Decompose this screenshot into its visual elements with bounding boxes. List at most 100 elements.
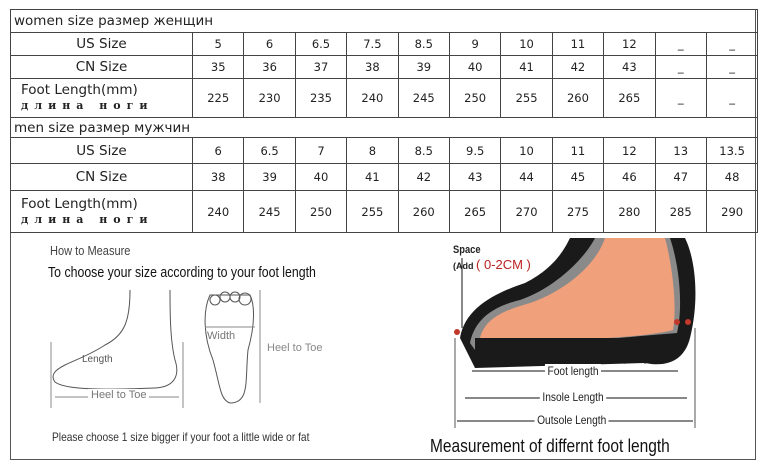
size-cell: 265 <box>448 190 502 233</box>
size-cell: 275 <box>551 190 605 233</box>
foot-length-label-ru: длина ноги <box>21 212 154 226</box>
size-cell: 265 <box>603 78 656 118</box>
size-cell: 6.5 <box>294 32 348 56</box>
size-cell: 290 <box>705 190 759 233</box>
size-cell: 36 <box>243 55 296 79</box>
men-foot-row: Foot Length(mm) длина ноги 240 245 250 255 260… <box>10 190 759 233</box>
size-cell: 37 <box>294 55 348 79</box>
size-cell: 43 <box>603 55 656 79</box>
size-cell: 43 <box>448 163 502 191</box>
size-cell: 285 <box>654 190 707 233</box>
size-cell: 11 <box>551 137 605 164</box>
size-cell: 48 <box>705 163 759 191</box>
size-cell: 6 <box>243 32 296 56</box>
size-cell: 44 <box>500 163 553 191</box>
size-cell: _ <box>705 55 759 79</box>
size-cell: 260 <box>397 190 450 233</box>
size-cell: 40 <box>294 163 348 191</box>
women-cn-row: CN Size 35 36 37 38 39 40 41 42 43 _ _ <box>10 55 759 79</box>
women-foot-row: Foot Length(mm) длина ноги 225 230 235 240 245… <box>10 78 759 118</box>
size-cell: 8 <box>346 137 399 164</box>
size-cell: 12 <box>603 32 656 56</box>
size-cell: 8.5 <box>397 32 450 56</box>
size-cell: 47 <box>654 163 707 191</box>
size-cell: 5 <box>191 32 245 56</box>
size-cell: 42 <box>397 163 450 191</box>
width-label: Width <box>207 330 236 342</box>
size-cell: 235 <box>294 78 348 118</box>
outsole-length-label: Outsole Length <box>534 413 609 427</box>
size-cell: 270 <box>500 190 553 233</box>
row-label: CN Size <box>10 55 193 79</box>
size-cell: 255 <box>500 78 553 118</box>
foot-length-label-ru: длина ноги <box>21 99 154 112</box>
diagram-caption: Measurement of differnt foot length <box>430 436 670 456</box>
size-cell: 6 <box>191 137 245 164</box>
size-cell: 245 <box>243 190 296 233</box>
size-cell: 225 <box>191 78 245 118</box>
size-cell: 240 <box>346 78 399 118</box>
size-cell: 9 <box>448 32 502 56</box>
size-cell: 41 <box>346 163 399 191</box>
size-cell: 41 <box>500 55 553 79</box>
row-label: Foot Length(mm) длина ноги <box>10 190 193 233</box>
size-cell: 11 <box>551 32 605 56</box>
size-cell: _ <box>654 32 707 56</box>
women-title: women size размер женщин <box>9 9 759 33</box>
size-cell: 8.5 <box>397 137 450 164</box>
size-cell: 39 <box>397 55 450 79</box>
row-label: US Size <box>10 137 193 164</box>
size-cell: 38 <box>346 55 399 79</box>
measure-subheading: To choose your size according to your fo… <box>48 265 316 281</box>
heel-to-toe-label: Heel to Toe <box>88 389 150 401</box>
foot-length-label: Foot length <box>544 364 602 378</box>
size-cell: _ <box>705 78 759 118</box>
space-label: Space <box>453 244 481 256</box>
size-cell: 45 <box>551 163 605 191</box>
size-cell: 12 <box>603 137 656 164</box>
size-cell: 260 <box>551 78 605 118</box>
heel-to-toe-label-2: Heel to Toe <box>267 342 323 354</box>
size-cell: 7 <box>294 137 348 164</box>
size-cell: 280 <box>603 190 656 233</box>
size-cell: _ <box>705 32 759 56</box>
size-cell: 250 <box>448 78 502 118</box>
size-cell: 42 <box>551 55 605 79</box>
women-us-row: US Size 5 6 6.5 7.5 8.5 9 10 11 12 _ _ <box>10 32 759 56</box>
how-to-measure-heading: How to Measure <box>50 243 131 258</box>
size-cell: 10 <box>500 32 553 56</box>
size-cell: 13.5 <box>705 137 759 164</box>
length-label: Length <box>82 354 113 365</box>
row-label: CN Size <box>10 163 193 191</box>
size-cell: 6.5 <box>243 137 296 164</box>
size-cell: 40 <box>448 55 502 79</box>
insole-length-label: Insole Length <box>539 390 607 404</box>
men-title: men size размер мужчин <box>9 117 759 138</box>
size-cell: 39 <box>243 163 296 191</box>
size-cell: 38 <box>191 163 245 191</box>
size-cell: 10 <box>500 137 553 164</box>
shoe-diagram <box>454 238 696 428</box>
size-cell: 46 <box>603 163 656 191</box>
size-cell: 250 <box>294 190 348 233</box>
size-cell: 7.5 <box>346 32 399 56</box>
size-cell: 240 <box>191 190 245 233</box>
size-cell: _ <box>654 78 707 118</box>
row-label: US Size <box>10 32 193 56</box>
size-cell: 13 <box>654 137 707 164</box>
foot-length-label: Foot Length(mm) <box>21 82 138 98</box>
row-label: Foot Length(mm) длина ноги <box>10 78 193 118</box>
men-us-row: US Size 6 6.5 7 8 8.5 9.5 10 11 12 13 13.5 <box>10 137 759 164</box>
add-label: (Add <box>453 261 474 271</box>
men-cn-row: CN Size 38 39 40 41 42 43 44 45 46 47 48 <box>10 163 759 191</box>
size-cell: _ <box>654 55 707 79</box>
size-cell: 35 <box>191 55 245 79</box>
size-cell: 245 <box>397 78 450 118</box>
size-cell: 255 <box>346 190 399 233</box>
foot-length-label: Foot Length(mm) <box>21 195 138 212</box>
space-range: ( 0-2CM ) <box>476 257 531 272</box>
size-note: Please choose 1 size bigger if your foot… <box>52 430 310 444</box>
size-table: women size размер женщин US Size 5 6 6.5 7.5… <box>9 9 759 233</box>
size-cell: 230 <box>243 78 296 118</box>
foot-outline-illustration <box>50 290 261 408</box>
